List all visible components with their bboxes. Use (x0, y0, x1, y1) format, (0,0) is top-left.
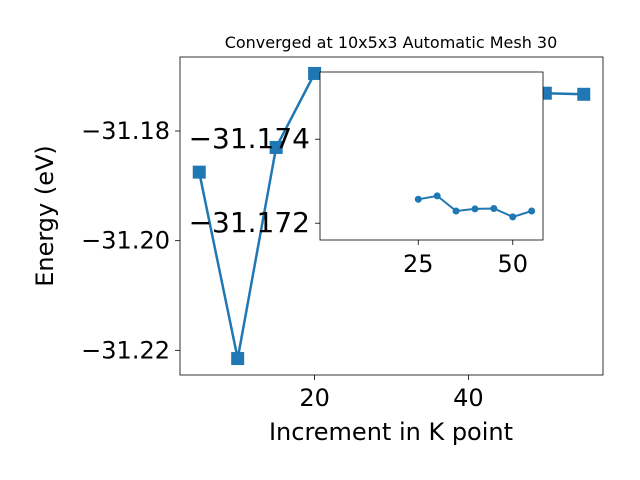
inset-x-tick-label: 50 (497, 250, 528, 278)
y-axis-label: Energy (eV) (31, 145, 59, 287)
main-x-ticks: 20 40 (299, 375, 484, 412)
inset-plot-frame (319, 71, 544, 241)
main-y-tick-label: −31.18 (81, 117, 170, 145)
inset-series-markers (414, 192, 536, 221)
inset-data-point (471, 205, 479, 213)
main-y-tick-label: −31.22 (81, 336, 170, 364)
main-data-point (192, 165, 206, 179)
inset-data-point (433, 192, 441, 200)
inset-plot-area: 25 50 −31.174 −31.172 (189, 71, 544, 278)
main-y-ticks: −31.18 −31.20 −31.22 (81, 117, 180, 364)
inset-x-tick-label: 25 (403, 250, 434, 278)
inset-data-point (528, 207, 536, 215)
x-axis-label: Increment in K point (269, 418, 513, 446)
main-data-point (231, 352, 245, 366)
main-data-point (308, 66, 322, 80)
main-x-tick-label: 20 (299, 384, 330, 412)
inset-y-tick-label: −31.172 (189, 206, 310, 239)
inset-data-point (452, 207, 460, 215)
main-data-point (577, 87, 591, 101)
inset-y-tick-label: −31.174 (189, 122, 310, 155)
inset-data-point (414, 195, 422, 203)
main-y-tick-label: −31.20 (81, 227, 170, 255)
inset-data-point (509, 213, 517, 221)
inset-y-ticks: −31.174 −31.172 (189, 122, 320, 239)
main-data-point (269, 140, 283, 154)
inset-x-ticks: 25 50 (403, 240, 528, 278)
main-x-tick-label: 40 (453, 384, 484, 412)
inset-data-point (490, 205, 498, 212)
chart-title: Converged at 10x5x3 Automatic Mesh 30 (225, 33, 558, 52)
